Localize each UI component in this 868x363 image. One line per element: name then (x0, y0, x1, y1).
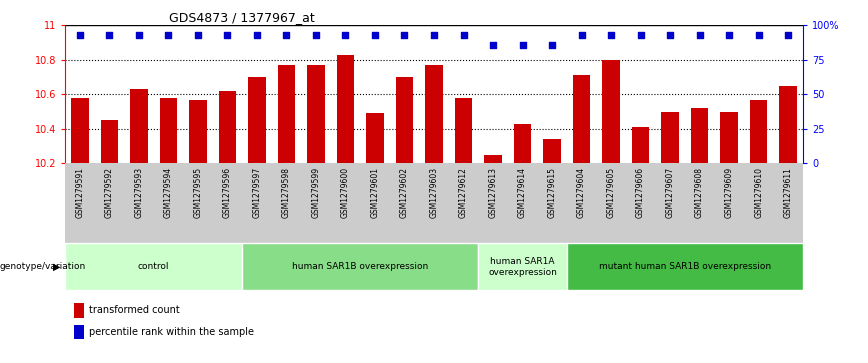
Bar (691, 108, 708, 163)
Bar (567, 243, 803, 290)
Bar (514, 124, 531, 163)
Text: GSM1279595: GSM1279595 (194, 167, 202, 219)
Point (161, 32, 175, 38)
Text: GSM1279603: GSM1279603 (430, 167, 438, 219)
Text: human SAR1B overexpression: human SAR1B overexpression (293, 262, 428, 271)
Text: GSM1279611: GSM1279611 (784, 167, 792, 218)
Bar (484, 155, 502, 163)
Text: ▶: ▶ (53, 262, 60, 272)
Text: GSM1279604: GSM1279604 (577, 167, 586, 219)
Point (279, 32, 293, 38)
Point (309, 32, 323, 38)
Point (722, 32, 736, 38)
Bar (337, 55, 354, 163)
Bar (779, 86, 797, 163)
Bar (750, 99, 767, 163)
Point (575, 32, 589, 38)
Bar (71, 98, 89, 163)
Point (752, 32, 766, 38)
Text: GSM1279599: GSM1279599 (312, 167, 320, 219)
Text: GSM1279612: GSM1279612 (459, 167, 468, 218)
Bar (661, 111, 679, 163)
Bar (425, 65, 443, 163)
Text: GSM1279609: GSM1279609 (725, 167, 733, 219)
Bar (248, 77, 266, 163)
Point (132, 32, 146, 38)
Point (604, 32, 618, 38)
Bar (242, 243, 478, 290)
Bar (632, 127, 649, 163)
Bar (573, 76, 590, 163)
Bar (396, 77, 413, 163)
Point (191, 32, 205, 38)
Point (427, 32, 441, 38)
Point (663, 32, 677, 38)
Point (486, 42, 500, 48)
Point (339, 32, 352, 38)
Text: GSM1279613: GSM1279613 (489, 167, 497, 218)
Text: GSM1279598: GSM1279598 (282, 167, 291, 218)
Text: GSM1279597: GSM1279597 (253, 167, 261, 219)
Bar (543, 139, 561, 163)
Bar (219, 91, 236, 163)
Text: GDS4873 / 1377967_at: GDS4873 / 1377967_at (169, 11, 315, 24)
Text: GSM1279614: GSM1279614 (518, 167, 527, 218)
Point (368, 32, 382, 38)
Text: transformed count: transformed count (89, 305, 181, 315)
Point (250, 32, 264, 38)
Text: GSM1279605: GSM1279605 (607, 167, 615, 219)
Bar (478, 243, 567, 290)
Text: GSM1279593: GSM1279593 (135, 167, 143, 219)
Text: GSM1279610: GSM1279610 (754, 167, 763, 218)
Point (781, 32, 795, 38)
Bar (130, 89, 148, 163)
Point (73, 32, 87, 38)
Bar (455, 98, 472, 163)
Text: GSM1279601: GSM1279601 (371, 167, 379, 218)
Text: control: control (138, 262, 169, 271)
Text: GSM1279615: GSM1279615 (548, 167, 556, 218)
Text: mutant human SAR1B overexpression: mutant human SAR1B overexpression (599, 262, 771, 271)
Text: GSM1279602: GSM1279602 (400, 167, 409, 218)
Point (545, 42, 559, 48)
Text: GSM1279606: GSM1279606 (636, 167, 645, 219)
Text: GSM1279591: GSM1279591 (76, 167, 84, 218)
Bar (101, 120, 118, 163)
Text: GSM1279596: GSM1279596 (223, 167, 232, 219)
Text: human SAR1A
overexpression: human SAR1A overexpression (488, 257, 557, 277)
Point (398, 32, 411, 38)
Point (457, 32, 470, 38)
Text: GSM1279608: GSM1279608 (695, 167, 704, 218)
Point (220, 32, 234, 38)
Bar (602, 60, 620, 163)
Point (102, 32, 116, 38)
Point (634, 32, 648, 38)
Bar (307, 65, 325, 163)
Bar (160, 98, 177, 163)
Bar (720, 111, 738, 163)
Bar (278, 65, 295, 163)
Text: GSM1279594: GSM1279594 (164, 167, 173, 219)
Point (516, 42, 529, 48)
Text: genotype/variation: genotype/variation (0, 262, 86, 271)
Bar (366, 113, 384, 163)
Bar (65, 243, 242, 290)
Text: GSM1279607: GSM1279607 (666, 167, 674, 219)
Text: GSM1279600: GSM1279600 (341, 167, 350, 219)
Text: percentile rank within the sample: percentile rank within the sample (89, 327, 254, 337)
Bar (189, 99, 207, 163)
Point (693, 32, 707, 38)
Text: GSM1279592: GSM1279592 (105, 167, 114, 218)
